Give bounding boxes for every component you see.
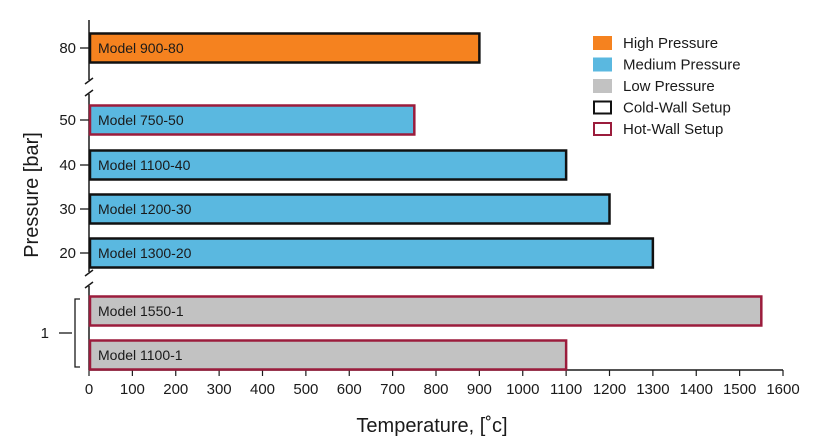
x-tick-label-100: 100 bbox=[120, 381, 145, 398]
axis-break-mark bbox=[84, 269, 94, 277]
x-tick-label-900: 900 bbox=[467, 381, 492, 398]
x-tick-label-700: 700 bbox=[380, 381, 405, 398]
bar-model-1100-40 bbox=[88, 149, 568, 181]
legend-swatch-high-pressure bbox=[593, 36, 612, 50]
y-tick-bracket bbox=[74, 298, 80, 368]
x-tick-label-1600: 1600 bbox=[766, 381, 799, 398]
bars: Model 900-80 Model 750-50 Model 1100-40 Mod… bbox=[88, 32, 763, 371]
bar-model-1550-1 bbox=[88, 295, 763, 327]
bar-model-750-50 bbox=[88, 104, 416, 136]
bar-label-model-1100-40: Model 1100-40 bbox=[98, 157, 191, 173]
bar-model-900-80 bbox=[88, 32, 481, 64]
y-axis-title: Pressure [bar] bbox=[21, 132, 43, 258]
legend-swatch-cold-wall-setup bbox=[593, 100, 612, 115]
bar-model-1100-1 bbox=[88, 339, 568, 371]
x-tick-label-200: 200 bbox=[163, 381, 188, 398]
bar-label-model-1200-30: Model 1200-30 bbox=[98, 201, 192, 217]
axis-break-mark bbox=[84, 281, 94, 289]
legend-label-high-pressure: High Pressure bbox=[623, 35, 718, 52]
legend-label-cold-wall-setup: Cold-Wall Setup bbox=[623, 100, 731, 117]
legend: High Pressure Medium Pressure Low Pressure… bbox=[593, 35, 741, 138]
bar-label-model-1550-1: Model 1550-1 bbox=[98, 303, 184, 319]
legend-label-medium-pressure: Medium Pressure bbox=[623, 57, 741, 74]
x-tick-label-1200: 1200 bbox=[593, 381, 626, 398]
x-tick-label-500: 500 bbox=[293, 381, 318, 398]
axis-break-mark bbox=[84, 77, 94, 85]
x-tick-label-300: 300 bbox=[207, 381, 232, 398]
x-tick-label-1500: 1500 bbox=[723, 381, 756, 398]
x-tick-label-0: 0 bbox=[85, 381, 93, 398]
legend-swatch-low-pressure bbox=[593, 79, 612, 93]
x-tick-label-400: 400 bbox=[250, 381, 275, 398]
legend-swatch-medium-pressure bbox=[593, 57, 612, 72]
y-tick-label-20: 20 bbox=[59, 245, 76, 262]
legend-label-low-pressure: Low Pressure bbox=[623, 78, 715, 95]
axes: 0 100 200 300 400 500 600 700 800 900 1000 1100 1200… bbox=[41, 20, 800, 398]
y-tick-label-80: 80 bbox=[59, 40, 76, 57]
x-axis-title: Temperature, [˚c] bbox=[356, 415, 507, 437]
x-tick-label-1100: 1100 bbox=[550, 381, 582, 398]
x-tick-label-1400: 1400 bbox=[680, 381, 713, 398]
y-tick-label-30: 30 bbox=[59, 201, 76, 218]
bar-model-1300-20 bbox=[88, 237, 655, 269]
y-tick-label-50: 50 bbox=[59, 112, 76, 129]
y-tick-label-40: 40 bbox=[59, 157, 76, 174]
x-tick-label-600: 600 bbox=[337, 381, 362, 398]
bar-label-model-1300-20: Model 1300-20 bbox=[98, 245, 192, 261]
y-tick-label-1: 1 bbox=[41, 325, 49, 342]
bar-label-model-1100-1: Model 1100-1 bbox=[98, 347, 183, 363]
legend-label-hot-wall-setup: Hot-Wall Setup bbox=[623, 121, 723, 138]
x-tick-label-1000: 1000 bbox=[506, 381, 539, 398]
axis-break-mark bbox=[84, 89, 94, 97]
bar-label-model-750-50: Model 750-50 bbox=[98, 112, 184, 128]
bar-model-1200-30 bbox=[88, 193, 611, 225]
x-tick-label-800: 800 bbox=[423, 381, 448, 398]
x-tick-label-1300: 1300 bbox=[636, 381, 669, 398]
bar-label-model-900-80: Model 900-80 bbox=[98, 40, 184, 56]
legend-swatch-hot-wall-setup bbox=[593, 122, 612, 136]
